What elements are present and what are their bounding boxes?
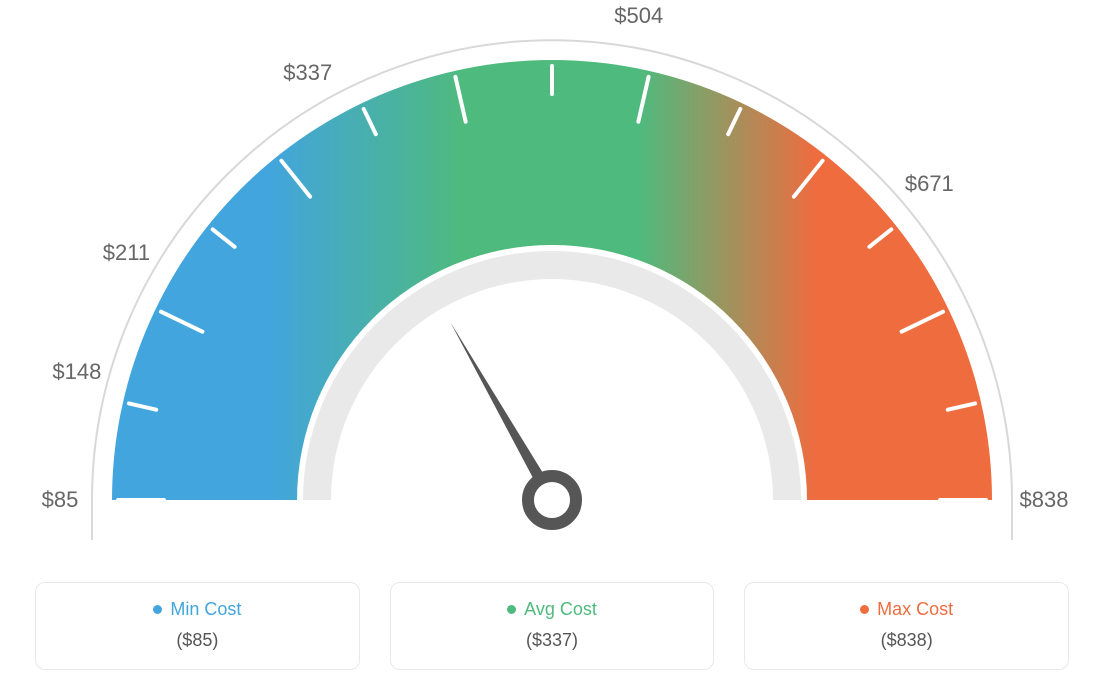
legend-avg-label: Avg Cost bbox=[524, 599, 597, 620]
legend-card-min: Min Cost ($85) bbox=[35, 582, 360, 670]
gauge-hub bbox=[528, 476, 576, 524]
gauge-color-arc bbox=[112, 60, 992, 500]
legend-title-min: Min Cost bbox=[153, 599, 241, 620]
legend-title-avg: Avg Cost bbox=[507, 599, 597, 620]
gauge-tick-label: $211 bbox=[103, 240, 150, 266]
gauge-area: $85 $148 $211 $337 $504 $671 $838 bbox=[0, 0, 1104, 560]
legend-avg-value: ($337) bbox=[391, 630, 714, 651]
legend-row: Min Cost ($85) Avg Cost ($337) Max Cost … bbox=[35, 582, 1069, 670]
legend-card-max: Max Cost ($838) bbox=[744, 582, 1069, 670]
gauge-tick-label: $671 bbox=[905, 171, 954, 197]
legend-max-value: ($838) bbox=[745, 630, 1068, 651]
gauge-tick-label: $85 bbox=[42, 487, 79, 513]
gauge-tick-label: $148 bbox=[52, 359, 101, 385]
legend-title-max: Max Cost bbox=[860, 599, 953, 620]
gauge-tick-label: $838 bbox=[1020, 487, 1069, 513]
dot-icon bbox=[860, 605, 869, 614]
dot-icon bbox=[153, 605, 162, 614]
legend-max-label: Max Cost bbox=[877, 599, 953, 620]
legend-min-value: ($85) bbox=[36, 630, 359, 651]
gauge-tick-label: $504 bbox=[614, 3, 663, 29]
dot-icon bbox=[507, 605, 516, 614]
legend-card-avg: Avg Cost ($337) bbox=[390, 582, 715, 670]
gauge-svg bbox=[0, 0, 1104, 560]
gauge-chart-container: $85 $148 $211 $337 $504 $671 $838 Min Cost ($8… bbox=[0, 0, 1104, 690]
legend-min-label: Min Cost bbox=[170, 599, 241, 620]
gauge-tick-label: $337 bbox=[283, 60, 332, 86]
